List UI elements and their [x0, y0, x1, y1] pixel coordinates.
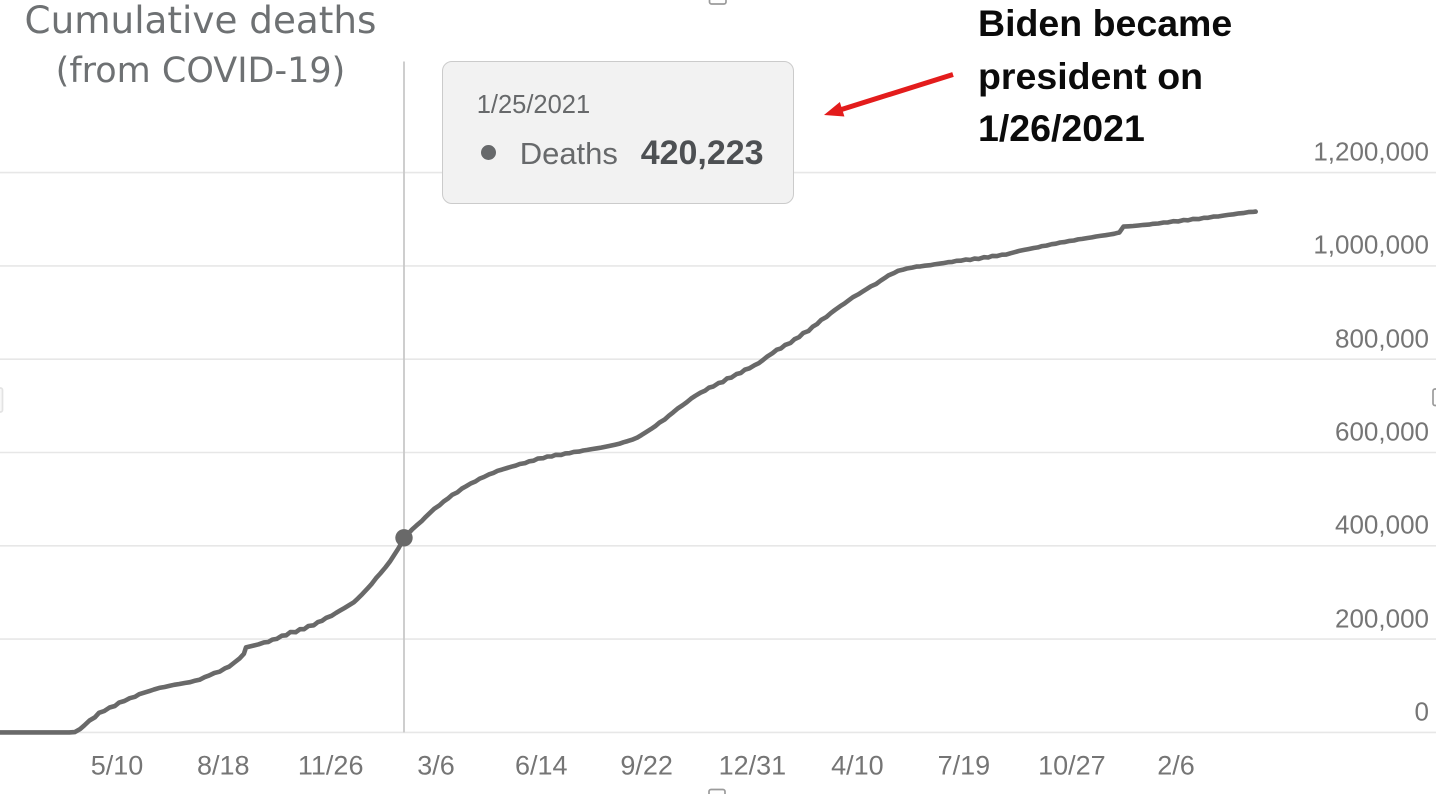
chart-title: Cumulative deaths (from COVID-19)	[0, 0, 401, 98]
series-bullet-icon	[481, 145, 497, 160]
x-axis-label: 4/10	[831, 750, 884, 780]
annotation-arrow	[824, 72, 954, 117]
x-axis-label: 2/6	[1157, 750, 1195, 780]
chart-title-line1: Cumulative deaths	[24, 0, 377, 42]
y-axis-label: 800,000	[1335, 323, 1429, 354]
resize-handle-bottom[interactable]	[708, 788, 726, 794]
x-axis-label: 6/14	[515, 750, 568, 780]
resize-handle-left[interactable]	[0, 387, 4, 413]
annotation-text: Biden became president on 1/26/2021	[978, 0, 1232, 155]
annotation-line3: 1/26/2021	[978, 107, 1145, 150]
arrow-head	[824, 102, 845, 117]
x-axis-label: 10/27	[1038, 750, 1106, 780]
resize-handle-top[interactable]	[708, 0, 727, 5]
hover-point-marker[interactable]	[395, 529, 413, 547]
x-axis-label: 5/10	[90, 750, 144, 780]
gridlines	[0, 171, 1436, 734]
y-axis-label: 1,000,000	[1313, 229, 1429, 260]
annotation-line2: president on	[978, 54, 1204, 97]
annotation-line1: Biden became	[978, 2, 1233, 44]
x-axis-label: 8/18	[197, 750, 250, 780]
x-axis-label: 11/26	[297, 750, 364, 780]
tooltip-value: 420,223	[640, 133, 764, 172]
y-axis-label: 400,000	[1335, 509, 1429, 540]
y-axis-label: 1,200,000	[1313, 136, 1429, 167]
x-axis-label: 7/19	[937, 750, 991, 780]
resize-handle-right[interactable]	[1432, 388, 1436, 407]
y-axis-label: 600,000	[1335, 416, 1429, 447]
x-axis-label: 3/6	[417, 750, 455, 780]
deaths-series-line	[0, 209, 1258, 735]
y-axis-label: 200,000	[1335, 603, 1429, 634]
arrow-shaft	[837, 72, 954, 113]
x-axis-label: 9/22	[620, 750, 673, 780]
chart-title-line2: (from COVID-19)	[55, 51, 346, 91]
hover-tooltip: 1/25/2021 Deaths 420,223	[441, 61, 794, 204]
tooltip-date: 1/25/2021	[476, 90, 591, 119]
y-axis-label: 0	[1414, 696, 1429, 727]
tooltip-series-label: Deaths	[519, 136, 618, 171]
x-axis-label: 12/31	[718, 750, 787, 780]
